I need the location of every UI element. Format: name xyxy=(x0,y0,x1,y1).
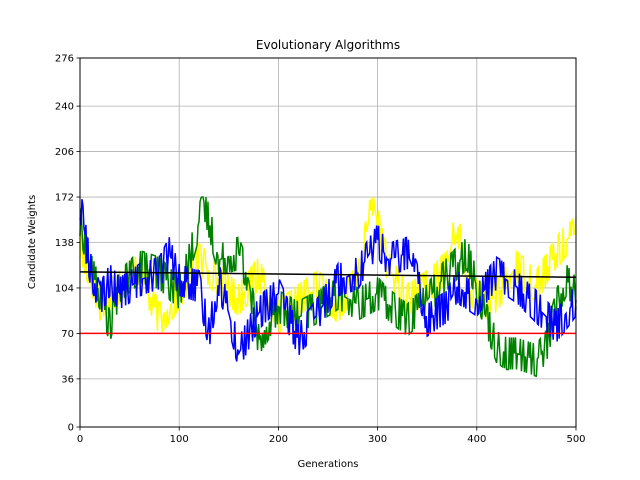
y-tick-label: 206 xyxy=(55,147,74,158)
x-tick-label: 0 xyxy=(77,434,83,445)
grid xyxy=(79,57,577,428)
y-tick-label: 276 xyxy=(55,54,74,65)
y-tick-label: 36 xyxy=(61,374,74,385)
x-tick-label: 300 xyxy=(368,434,387,445)
series-line-2 xyxy=(79,199,577,362)
y-axis-label: Candidate Weights xyxy=(27,195,38,289)
series-line-4 xyxy=(79,271,577,279)
chart-title: Evolutionary Algorithms xyxy=(256,38,400,52)
y-tick-label: 104 xyxy=(55,283,74,294)
y-tick-label: 138 xyxy=(55,238,74,249)
y-tick-label: 172 xyxy=(55,193,74,204)
x-tick-label: 500 xyxy=(566,434,585,445)
y-tick-label: 70 xyxy=(61,329,74,340)
y-tick-label: 240 xyxy=(55,102,74,113)
ticks: 0 100 200 300 400 500 0 36 70 104 138 172 206 240 276 xyxy=(55,54,586,446)
x-axis-label: Generations xyxy=(298,459,359,470)
x-tick-label: 200 xyxy=(269,434,288,445)
x-tick-label: 100 xyxy=(170,434,189,445)
series-layer xyxy=(79,196,577,378)
x-tick-label: 400 xyxy=(467,434,486,445)
y-tick-label: 0 xyxy=(68,423,74,434)
